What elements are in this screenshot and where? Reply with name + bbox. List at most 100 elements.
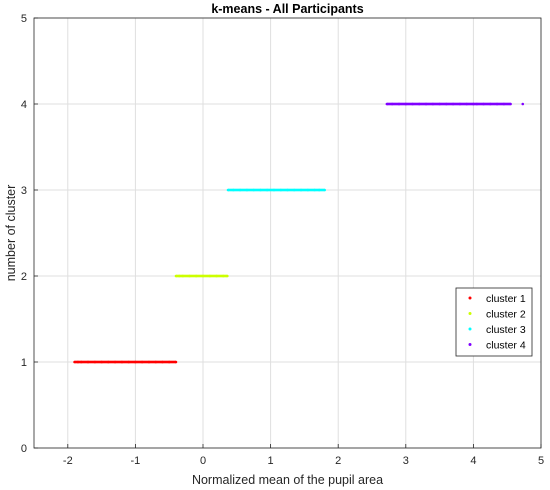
data-point [438,102,441,106]
data-point [188,274,191,278]
data-point [147,360,151,364]
data-point [221,274,225,278]
data-point [134,360,137,364]
data-point [154,360,157,364]
data-point [317,188,321,192]
data-point [238,188,242,192]
x-tick-label: 3 [403,455,409,467]
data-point [174,274,178,278]
data-point [272,188,276,192]
data-point [404,102,408,106]
data-point [306,188,310,192]
data-point [120,360,124,364]
x-tick-label: 2 [335,455,341,467]
legend-marker [468,312,472,315]
data-point [113,360,117,364]
data-point [521,102,525,106]
data-point [390,102,394,106]
data-point [472,102,475,106]
data-point [299,188,303,192]
data-point [201,274,205,278]
x-tick-label: 0 [200,455,206,467]
y-tick-label: 5 [21,13,27,25]
legend-label: cluster 4 [486,340,526,352]
y-tick-label: 1 [21,357,27,369]
data-point [232,188,235,192]
data-point [323,188,326,192]
data-point [181,274,185,278]
data-point [174,360,178,364]
legend: cluster 1 cluster 2 cluster 3 cluster 4 [455,287,533,357]
data-point [286,188,289,192]
data-point [100,360,103,364]
legend-marker [468,343,472,346]
data-point [424,102,428,106]
x-tick-label: -1 [131,455,141,467]
data-point [226,188,230,192]
data-point [245,188,249,192]
data-point [107,360,110,364]
data-point [431,102,435,106]
data-point [86,360,90,364]
x-tick-label: 1 [268,455,274,467]
x-tick-label: -2 [63,455,73,467]
series-layer [73,102,525,364]
data-point [445,102,448,106]
chart-title: k-means - All Participants [211,2,363,16]
series-cluster-4 [385,102,525,106]
data-point [167,360,171,364]
data-point [76,360,80,364]
data-point [161,360,164,364]
x-tick-label: 5 [538,455,544,467]
y-axis-label: number of cluster [4,185,18,282]
legend-label: cluster 1 [486,293,526,305]
data-point [451,102,455,106]
data-point [418,102,421,106]
y-tick-label: 3 [21,185,27,197]
plot-area [34,18,541,448]
data-point [458,102,462,106]
x-axis: -2 -1 0 1 2 3 4 5 [63,444,544,467]
data-point [475,102,479,106]
data-point [279,188,283,192]
x-tick-label: 4 [470,455,476,467]
y-tick-label: 4 [21,99,27,111]
data-point [215,274,218,278]
data-point [252,188,255,192]
series-cluster-2 [174,274,229,278]
legend-label: cluster 2 [486,309,526,321]
data-point [313,188,316,192]
x-axis-label: Normalized mean of the pupil area [192,473,383,487]
data-point [397,102,401,106]
series-cluster-3 [226,188,326,192]
data-point [502,102,506,106]
data-point [292,188,296,192]
data-point [385,102,389,106]
plot-frame [33,17,542,449]
data-point [465,102,468,106]
data-point [140,360,144,364]
series-cluster-1 [73,360,178,364]
data-point [495,102,499,106]
data-point [80,360,83,364]
data-point [178,274,181,278]
data-point [194,274,198,278]
data-point [127,360,130,364]
data-point [509,102,512,106]
legend-label: cluster 3 [486,324,526,336]
y-axis: 0 1 2 3 4 5 [21,13,38,455]
y-tick-label: 2 [21,271,27,283]
data-point [265,188,269,192]
data-point [482,102,485,106]
y-tick-label: 0 [21,443,27,455]
legend-marker [468,296,472,300]
legend-marker [468,327,472,331]
data-point [226,274,229,278]
data-point [93,360,97,364]
data-point [259,188,262,192]
data-point [411,102,414,106]
data-point [489,102,492,106]
data-point [73,360,76,364]
data-point [208,274,212,278]
